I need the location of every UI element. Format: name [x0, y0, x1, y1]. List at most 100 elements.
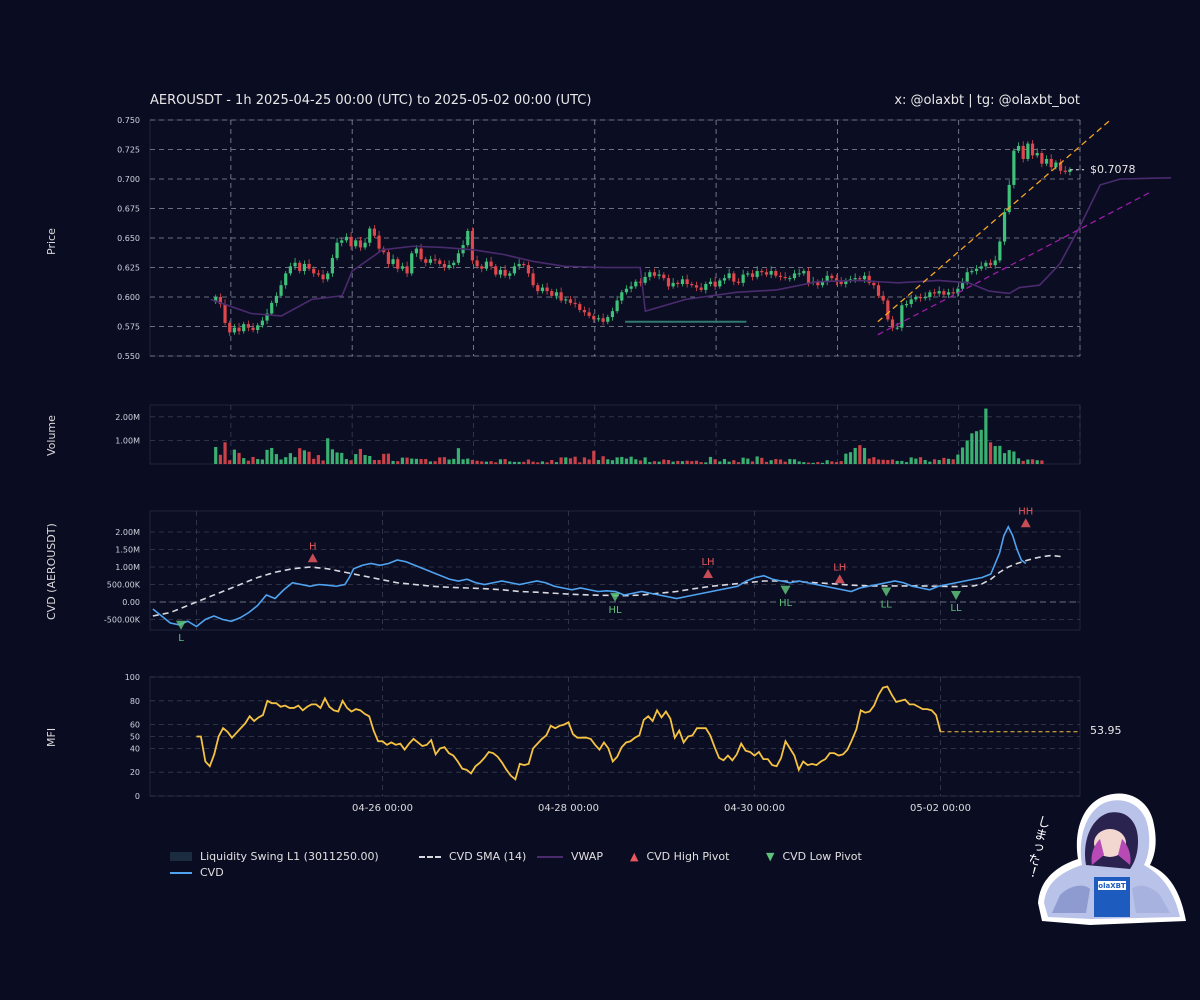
candle-body: [750, 273, 755, 277]
cvd-sma-swatch: [419, 855, 441, 858]
volume-bar: [797, 461, 801, 464]
candle-body: [830, 275, 834, 279]
candle-body: [568, 299, 573, 303]
candle-body: [596, 318, 601, 320]
volume-bar: [512, 461, 517, 464]
volume-bar: [442, 457, 447, 464]
volume-bar: [946, 458, 951, 464]
candle-body: [344, 236, 349, 241]
volume-bar: [410, 458, 414, 464]
volume-bar: [372, 459, 377, 464]
volume-bar: [811, 462, 815, 464]
candle-body: [844, 280, 848, 285]
cvd-swatch: [170, 871, 192, 874]
candle-body: [424, 259, 428, 263]
volume-bar: [909, 457, 913, 464]
candle-body: [895, 327, 899, 329]
volume-bar: [802, 462, 806, 464]
volume-bar: [979, 429, 983, 464]
volume-bar: [330, 449, 334, 464]
candle-body: [694, 285, 699, 288]
price-tick-label: 0.625: [117, 264, 140, 273]
volume-bar: [648, 462, 652, 464]
cvd-pivot-label: HL: [608, 605, 622, 616]
candle-body: [1035, 153, 1039, 156]
candle-body: [512, 266, 517, 274]
cvd-sma-line: [152, 554, 1061, 617]
candle-body: [965, 272, 969, 282]
candle-body: [503, 269, 507, 276]
volume-bar: [764, 461, 769, 464]
mfi-tick-label: 20: [130, 768, 140, 777]
volume-bar: [839, 461, 843, 464]
volume-bar: [1021, 460, 1025, 464]
price-tick-label: 0.550: [117, 352, 140, 361]
candle-body: [246, 324, 250, 328]
volume-bar: [307, 451, 311, 464]
volume-bar: [657, 461, 661, 464]
candle-body: [680, 279, 685, 285]
vwap-line: [210, 177, 1171, 317]
candle-body: [942, 291, 946, 295]
cvd-low-pivot-marker: [881, 587, 892, 597]
volume-bar: [928, 461, 932, 464]
candle-body: [484, 261, 489, 269]
candle-body: [531, 273, 535, 286]
candle-body: [615, 300, 619, 312]
candle-body: [783, 276, 787, 279]
candle-body: [564, 299, 568, 301]
volume-bar: [461, 459, 465, 464]
volume-bar: [298, 448, 302, 464]
volume-bar: [578, 462, 582, 464]
legend-cvd: CVD: [170, 866, 224, 879]
cvd-pivot-label: LL: [881, 600, 893, 611]
price-tick-label: 0.725: [117, 146, 140, 155]
candle-body: [606, 317, 610, 322]
volume-bar: [326, 438, 330, 464]
volume-bar: [452, 458, 456, 464]
candle-body: [979, 266, 983, 269]
volume-bar: [284, 457, 288, 464]
mfi-tick-label: 40: [130, 744, 140, 753]
cvd-tick-label: -500.00K: [104, 616, 141, 625]
volume-bar: [536, 462, 540, 464]
volume-bar: [1002, 453, 1007, 464]
candle-body: [816, 281, 820, 286]
candle-body: [274, 295, 278, 303]
volume-bar: [704, 462, 708, 464]
price-axis-label: Price: [45, 228, 58, 255]
candle-body: [559, 292, 563, 301]
candle-body: [316, 273, 320, 275]
candle-body: [638, 281, 643, 283]
price-tick-label: 0.650: [117, 234, 140, 243]
sticker-badge: olaXBT: [1098, 882, 1126, 890]
candle-body: [1012, 150, 1016, 185]
candle-body: [624, 288, 629, 293]
candle-body: [610, 311, 615, 318]
vwap-swatch: [537, 855, 563, 858]
cvd-high-pivot-marker: [307, 553, 318, 563]
cvd-pivot-label: HH: [1018, 506, 1033, 517]
volume-bar: [456, 448, 461, 464]
volume-bar: [414, 458, 419, 464]
volume-bar: [895, 460, 899, 464]
candle-body: [517, 263, 521, 267]
volume-bar: [825, 460, 829, 464]
legend-liquidity-label: Liquidity Swing L1 (3011250.00): [200, 850, 379, 863]
panel-frame-cvd: [149, 510, 1081, 631]
candle-body: [321, 274, 325, 280]
candle-body: [755, 271, 759, 277]
volume-bar: [433, 461, 437, 464]
volume-bar: [447, 459, 451, 464]
volume-bar: [960, 447, 965, 464]
candle-body: [872, 282, 876, 286]
cvd-tick-label: 500.00K: [107, 581, 141, 590]
volume-bar: [1040, 460, 1044, 464]
price-tick-label: 0.700: [117, 175, 140, 184]
volume-bar: [676, 460, 680, 464]
candle-body: [1044, 158, 1049, 164]
volume-bar: [951, 459, 955, 464]
candle-body: [918, 297, 923, 299]
volume-bar: [769, 460, 773, 464]
candle-body: [914, 297, 918, 300]
